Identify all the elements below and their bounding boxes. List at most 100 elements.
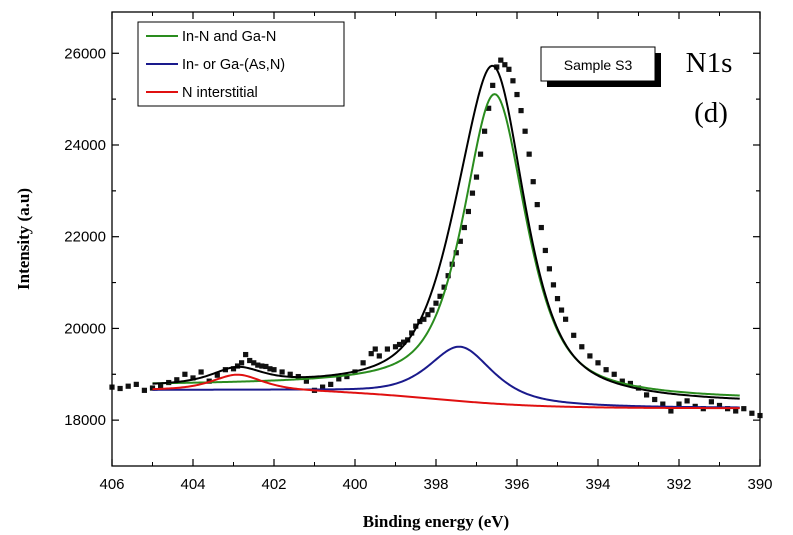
y-tick-label: 22000 (64, 229, 106, 246)
x-tick-label: 400 (342, 476, 367, 493)
data-point (554, 296, 561, 302)
data-point (287, 371, 293, 377)
data-point (392, 344, 399, 350)
data-point (716, 402, 723, 409)
data-point (182, 371, 188, 377)
data-point (190, 375, 196, 381)
data-point (174, 377, 180, 383)
data-point (619, 378, 625, 384)
data-point (502, 62, 508, 68)
data-point (457, 238, 463, 244)
data-point (198, 369, 204, 375)
data-point (563, 316, 569, 322)
data-point (571, 332, 577, 338)
sample-label: Sample S3 (564, 57, 633, 73)
x-tick-label: 392 (666, 476, 691, 493)
data-point (514, 91, 520, 98)
data-point (303, 378, 309, 384)
y-tick-label: 20000 (64, 320, 106, 337)
data-point (401, 339, 407, 345)
data-point (486, 105, 492, 111)
x-tick-label: 402 (261, 476, 286, 493)
data-point (117, 385, 123, 392)
data-point (579, 344, 585, 350)
series-line (152, 64, 740, 400)
data-point (267, 366, 273, 372)
plot-area (109, 57, 763, 419)
legend-label-1: In-N and Ga-N (182, 29, 276, 45)
data-point (437, 293, 443, 299)
data-point (558, 307, 565, 313)
sample-box (540, 46, 656, 82)
series-line (152, 93, 740, 397)
series-line (152, 345, 740, 409)
series-line (152, 373, 740, 410)
data-point (158, 383, 164, 389)
data-point (506, 66, 512, 72)
axis-ticks (111, 12, 761, 466)
data-point (461, 224, 467, 231)
y-tick-label: 24000 (64, 137, 106, 154)
x-tick-label: 406 (99, 476, 124, 493)
y-tick-label: 18000 (64, 412, 106, 429)
data-point (372, 346, 378, 352)
y-tick-label: 26000 (64, 45, 106, 62)
data-point (534, 202, 540, 208)
data-point (247, 357, 253, 364)
data-point (368, 351, 374, 357)
data-point (259, 363, 265, 369)
data-point (336, 376, 342, 382)
data-point (141, 387, 147, 393)
x-tick-label: 394 (585, 476, 610, 493)
data-point (445, 273, 451, 279)
data-point (230, 366, 237, 372)
legend-label-3: N interstitial (182, 85, 258, 101)
data-point (518, 107, 524, 114)
y-axis-title: Intensity (a.u) (14, 188, 33, 290)
data-point (344, 373, 350, 380)
x-tick-label: 398 (423, 476, 448, 493)
data-point (255, 362, 261, 368)
data-point (477, 151, 484, 157)
data-point (498, 57, 504, 63)
data-point (413, 323, 419, 329)
data-point (214, 372, 220, 378)
data-point (239, 360, 245, 366)
data-point (360, 360, 366, 366)
data-point (243, 351, 249, 358)
data-point (603, 367, 609, 373)
data-point (384, 346, 390, 352)
data-point (482, 128, 488, 134)
data-point (421, 316, 427, 322)
data-point (749, 410, 755, 416)
data-point (271, 367, 277, 373)
data-point (546, 266, 552, 272)
data-point (587, 353, 593, 359)
data-point (263, 363, 269, 370)
data-point (627, 380, 633, 387)
data-point (676, 401, 682, 407)
data-point (538, 224, 544, 231)
data-point (733, 408, 739, 414)
data-point (473, 174, 480, 180)
data-point (542, 247, 548, 254)
x-tick-label: 396 (504, 476, 529, 493)
data-point (133, 381, 139, 387)
legend: In-N and Ga-N In- or Ga-(As,N) N interst… (137, 21, 345, 107)
data-point (684, 398, 690, 404)
x-axis-title: Binding energy (eV) (363, 512, 509, 531)
data-point (668, 408, 674, 414)
data-point (644, 392, 650, 398)
data-point (328, 381, 334, 387)
legend-label-2: In- or Ga-(As,N) (182, 57, 285, 73)
data-point (530, 179, 536, 185)
data-point (490, 82, 496, 88)
data-point (409, 330, 415, 336)
data-point (320, 384, 326, 390)
data-point (550, 282, 557, 288)
data-point (494, 64, 500, 70)
data-point (425, 312, 431, 318)
data-point (660, 401, 666, 407)
